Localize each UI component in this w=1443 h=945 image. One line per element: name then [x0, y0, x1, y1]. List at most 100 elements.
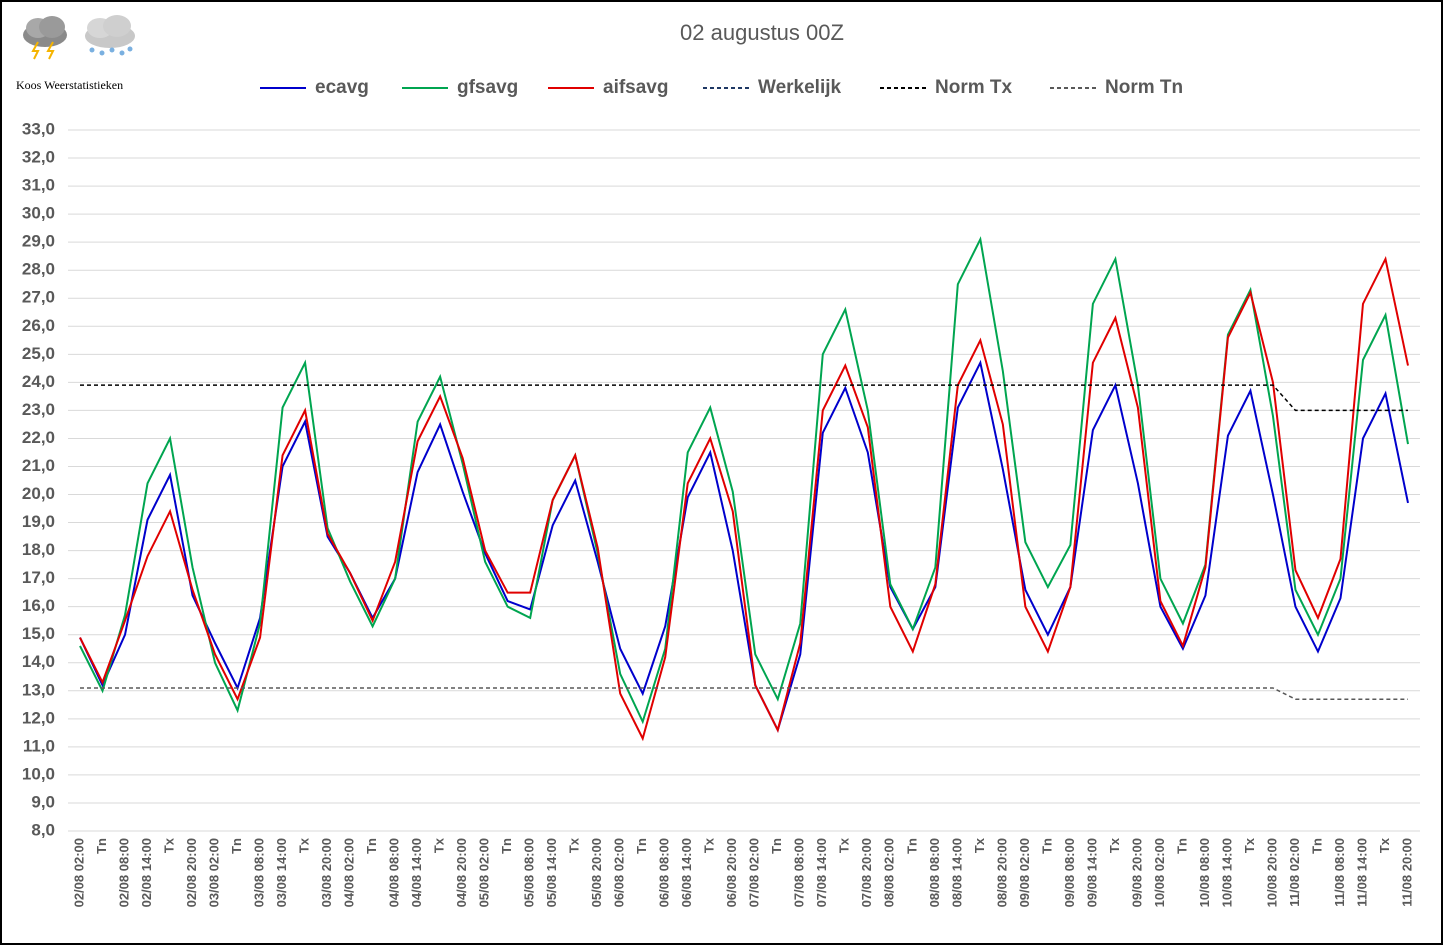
chart-title: 02 augustus 00Z	[680, 20, 844, 45]
x-tick-label: Tn	[94, 838, 109, 854]
y-tick-label: 22,0	[22, 428, 55, 447]
x-tick-label: 09/08 08:00	[1062, 838, 1077, 907]
y-tick-label: 23,0	[22, 400, 55, 419]
x-tick-label: Tn	[499, 838, 514, 854]
x-tick-label: 05/08 14:00	[544, 838, 559, 907]
x-tick-label: 11/08 02:00	[1287, 838, 1302, 907]
series-line	[79, 359, 1409, 733]
chart-subtitle: Koos Weerstatistieken	[16, 78, 123, 92]
series-line	[79, 255, 1409, 742]
y-tick-label: 20,0	[22, 484, 55, 503]
x-tick-label: 05/08 08:00	[522, 838, 537, 907]
x-tick-label: 10/08 08:00	[1197, 838, 1212, 907]
x-tick-label: 11/08 20:00	[1399, 838, 1414, 907]
y-tick-label: 12,0	[22, 708, 55, 727]
x-tick-label: Tx	[837, 837, 852, 853]
x-tick-label: 08/08 08:00	[927, 838, 942, 907]
y-tick-label: 26,0	[22, 316, 55, 335]
y-tick-label: 8,0	[31, 820, 55, 839]
x-tick-label: 03/08 20:00	[319, 838, 334, 907]
y-tick-label: 15,0	[22, 624, 55, 643]
x-tick-label: 10/08 02:00	[1152, 838, 1167, 907]
x-tick-label: 06/08 20:00	[724, 838, 739, 907]
x-tick-label: Tn	[1174, 838, 1189, 854]
x-tick-label: 04/08 14:00	[409, 838, 424, 907]
x-tick-label: Tn	[769, 838, 784, 854]
x-tick-label: Tn	[229, 838, 244, 854]
x-tick-label: Tx	[1107, 837, 1122, 853]
x-tick-label: 05/08 02:00	[477, 838, 492, 907]
x-tick-label: Tx	[972, 837, 987, 853]
y-tick-label: 27,0	[22, 288, 55, 307]
x-tick-label: Tn	[904, 838, 919, 854]
x-tick-label: 07/08 14:00	[814, 838, 829, 907]
x-tick-label: 04/08 20:00	[454, 838, 469, 907]
x-tick-label: 02/08 08:00	[116, 838, 131, 907]
x-tick-label: Tx	[567, 837, 582, 853]
x-tick-label: 08/08 02:00	[882, 838, 897, 907]
x-tick-label: 03/08 02:00	[206, 838, 221, 907]
x-tick-label: Tx	[161, 837, 176, 853]
x-tick-label: 07/08 08:00	[792, 838, 807, 907]
x-tick-label: 07/08 20:00	[859, 838, 874, 907]
y-tick-label: 9,0	[31, 792, 55, 811]
y-tick-label: 19,0	[22, 512, 55, 531]
x-tick-label: 10/08 14:00	[1219, 838, 1234, 907]
y-tick-label: 33,0	[22, 119, 55, 138]
series-line	[80, 384, 1408, 412]
x-tick-label: Tx	[1377, 837, 1392, 853]
legend-label: ecavg	[315, 77, 369, 98]
y-tick-label: 31,0	[22, 176, 55, 195]
y-tick-label: 11,0	[23, 736, 55, 755]
legend-label: Norm Tn	[1105, 77, 1183, 98]
x-tick-label: 10/08 20:00	[1264, 838, 1279, 907]
y-tick-label: 13,0	[22, 680, 55, 699]
y-tick-label: 16,0	[22, 596, 55, 615]
x-tick-label: 07/08 02:00	[747, 838, 762, 907]
x-tick-label: 06/08 02:00	[612, 838, 627, 907]
x-tick-label: 04/08 02:00	[342, 838, 357, 907]
x-tick-label: 02/08 02:00	[71, 838, 86, 907]
series-line	[79, 236, 1409, 725]
legend-label: Norm Tx	[935, 77, 1013, 98]
series-line	[80, 687, 1408, 700]
y-tick-label: 32,0	[22, 148, 55, 167]
x-tick-label: 04/08 08:00	[387, 838, 402, 907]
y-tick-label: 30,0	[22, 204, 55, 223]
x-tick-label: 05/08 20:00	[589, 838, 604, 907]
x-tick-label: 03/08 08:00	[252, 838, 267, 907]
x-tick-label: 09/08 20:00	[1129, 838, 1144, 907]
y-tick-label: 29,0	[22, 232, 55, 251]
x-tick-label: 08/08 14:00	[949, 838, 964, 907]
x-tick-label: 02/08 14:00	[139, 838, 154, 907]
x-tick-label: 03/08 14:00	[274, 838, 289, 907]
y-tick-label: 14,0	[22, 652, 55, 671]
x-tick-label: 08/08 20:00	[994, 838, 1009, 907]
y-tick-label: 17,0	[22, 568, 55, 587]
legend-label: aifsavg	[603, 77, 668, 98]
x-tick-label: Tx	[702, 837, 717, 853]
x-tick-label: Tn	[364, 838, 379, 854]
x-tick-label: 11/08 14:00	[1354, 838, 1369, 907]
x-tick-label: 09/08 14:00	[1084, 838, 1099, 907]
x-tick-label: 11/08 08:00	[1332, 838, 1347, 907]
x-tick-label: 06/08 14:00	[679, 838, 694, 907]
x-tick-label: Tn	[1039, 838, 1054, 854]
x-tick-label: Tn	[1309, 838, 1324, 854]
y-tick-label: 18,0	[22, 540, 55, 559]
x-tick-label: Tn	[634, 838, 649, 854]
y-tick-label: 21,0	[22, 456, 55, 475]
x-tick-label: Tx	[297, 837, 312, 853]
y-tick-label: 25,0	[22, 344, 55, 363]
x-tick-label: 02/08 20:00	[184, 838, 199, 907]
legend-label: Werkelijk	[758, 77, 842, 98]
x-tick-label: 09/08 02:00	[1017, 838, 1032, 907]
x-tick-label: Tx	[1242, 837, 1257, 853]
legend-label: gfsavg	[457, 77, 518, 98]
x-tick-label: Tx	[432, 837, 447, 853]
y-tick-label: 24,0	[22, 372, 55, 391]
weather-icons	[23, 15, 135, 60]
x-tick-label: 06/08 08:00	[657, 838, 672, 907]
